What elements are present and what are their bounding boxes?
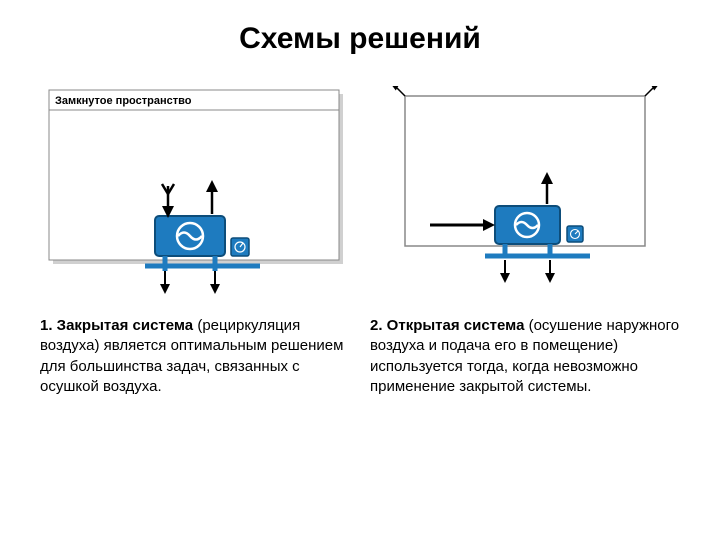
diagram-open: [375, 86, 675, 296]
descriptions-row: 1. Закрытая система (рециркуляция воздух…: [0, 316, 720, 397]
diagram-closed: Замкнутое пространство: [45, 86, 345, 296]
desc-closed: 1. Закрытая система (рециркуляция воздух…: [40, 316, 350, 397]
diagram-closed-svg: Замкнутое пространство: [45, 86, 345, 296]
header-text: Замкнутое пространство: [55, 95, 192, 107]
diagram-open-svg: [375, 86, 675, 296]
arrow-out-right-head: [545, 273, 555, 283]
arrow-out-right-head: [210, 284, 220, 294]
diagrams-row: Замкнутое пространство: [0, 86, 720, 296]
desc-closed-bold: 1. Закрытая система: [40, 317, 193, 334]
page-title: Схемы решений: [0, 0, 720, 56]
arrow-out-left-head: [500, 273, 510, 283]
desc-open: 2. Открытая система (осушение наружного …: [370, 316, 680, 397]
desc-open-bold: 2. Открытая система: [370, 317, 524, 334]
arrow-out-left-head: [160, 284, 170, 294]
